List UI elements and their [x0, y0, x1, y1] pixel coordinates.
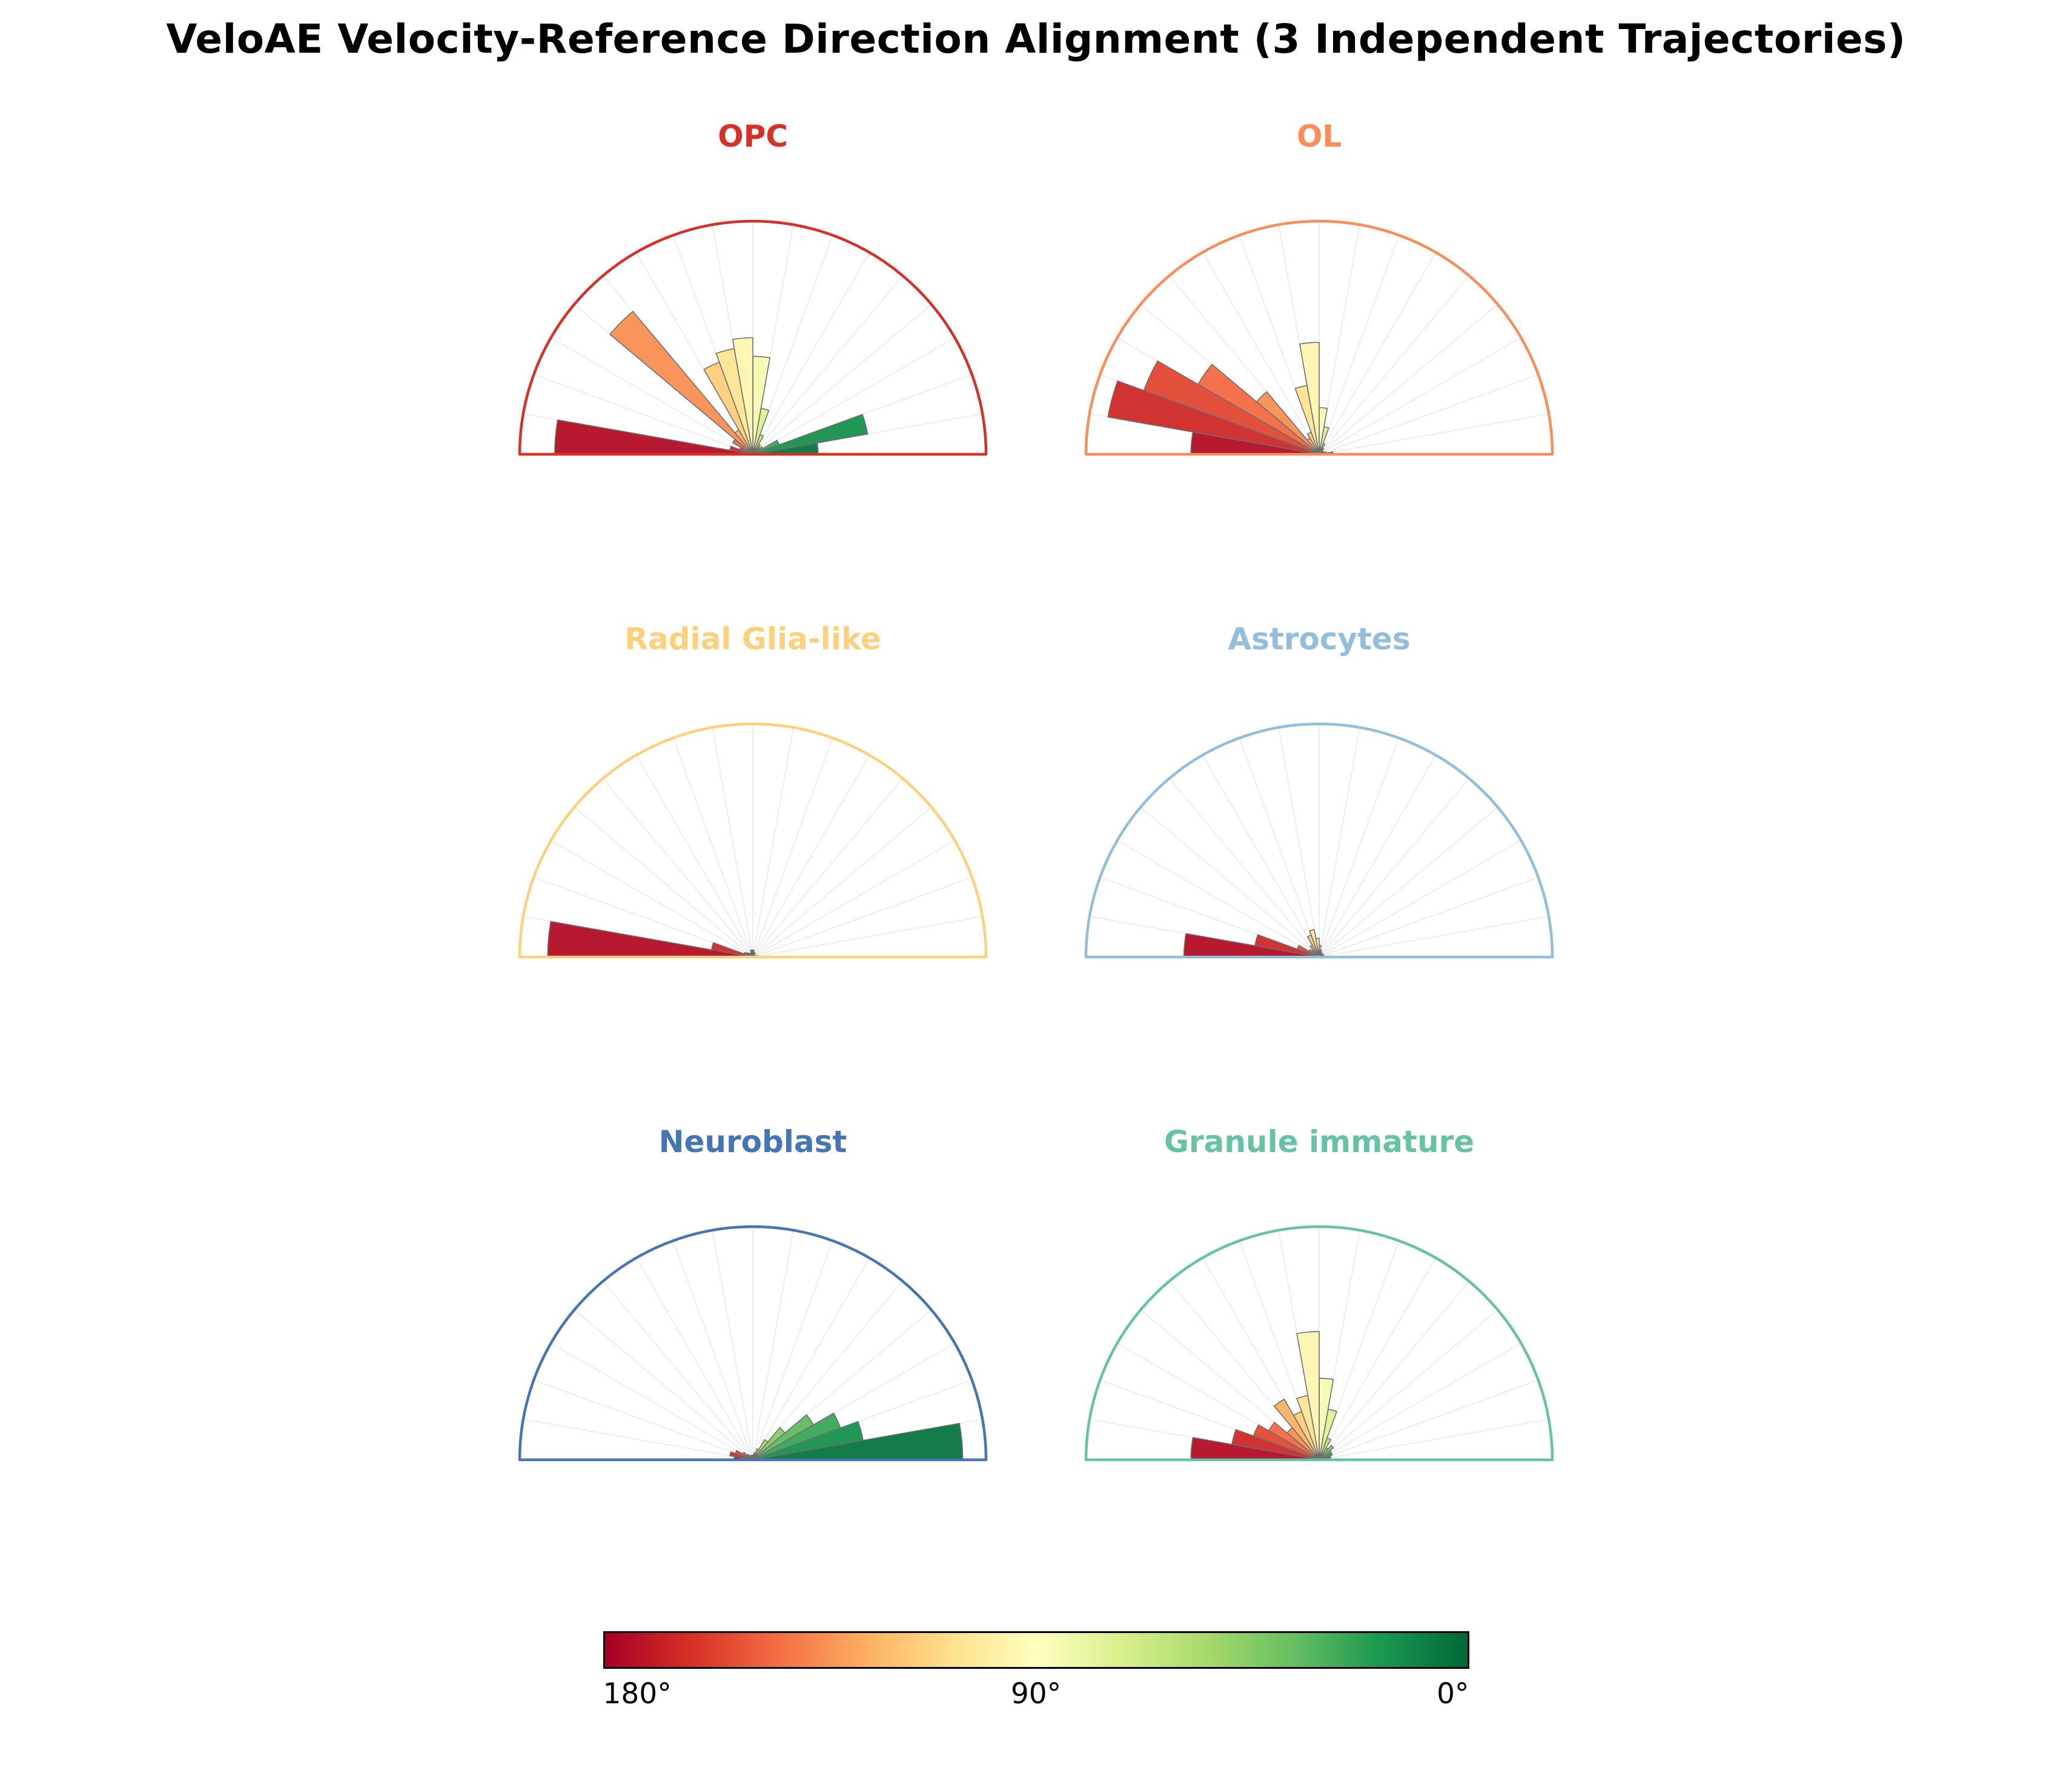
- histogram-bars: [729, 1412, 964, 1460]
- histogram-bar: [609, 310, 753, 455]
- colorbar-label-180: 180°: [603, 1677, 672, 1711]
- subplot-title: Granule immature: [1163, 1124, 1475, 1159]
- subplot-title: Radial Glia-like: [624, 621, 881, 657]
- histogram-bar: [732, 439, 753, 455]
- histogram-bar: [752, 1412, 841, 1460]
- subplot-title: OL: [1296, 119, 1342, 154]
- subplot-ol: OL: [1053, 120, 1586, 471]
- histogram-bar: [752, 414, 869, 455]
- histogram-bar: [1273, 1398, 1320, 1460]
- polar-gridlines: [1089, 221, 1549, 455]
- rose-chart: [518, 722, 988, 959]
- polar-axis-outline: [518, 219, 988, 456]
- histogram-bars: [547, 921, 758, 958]
- subplot-astrocytes: Astrocytes: [1053, 623, 1586, 974]
- polar-axis-outline: [1084, 722, 1554, 959]
- subplot-granule-immature: Granule immature: [1053, 1125, 1586, 1477]
- polar-axis-outline: [1084, 1225, 1554, 1462]
- subplot-opc: OPC: [486, 120, 1019, 471]
- polar-gridlines: [1089, 724, 1549, 958]
- colorbar-label-90: 90°: [1010, 1677, 1062, 1711]
- histogram-bars: [1107, 342, 1334, 455]
- histogram-bars: [1190, 1331, 1338, 1460]
- histogram-bar: [1107, 380, 1320, 455]
- rose-chart: [518, 1225, 988, 1462]
- polar-gridlines: [523, 1227, 983, 1460]
- figure-title: VeloAE Velocity-Reference Direction Alig…: [166, 16, 1906, 62]
- rose-chart: [1084, 219, 1554, 456]
- subplot-neuroblast: Neuroblast: [486, 1125, 1019, 1477]
- colorbar-gradient: [603, 1631, 1469, 1669]
- subplot-title: Astrocytes: [1228, 621, 1411, 657]
- subplot-title: OPC: [718, 119, 788, 154]
- subplot-radial-glia-like: Radial Glia-like: [486, 623, 1019, 974]
- colorbar: 180° 90° 0°: [603, 1631, 1469, 1723]
- rose-chart: [518, 219, 988, 456]
- polar-axis-outline: [518, 722, 988, 959]
- histogram-bar: [752, 1414, 815, 1460]
- polar-axis-outline: [1084, 219, 1554, 456]
- histogram-bar: [729, 1451, 753, 1460]
- histogram-bars: [1183, 929, 1325, 958]
- histogram-bar: [752, 1426, 786, 1460]
- colorbar-label-0: 0°: [1437, 1677, 1469, 1711]
- polar-axis-outline: [518, 1225, 988, 1462]
- histogram-bar: [703, 362, 753, 455]
- polar-gridlines: [523, 724, 983, 958]
- rose-chart: [1084, 722, 1554, 959]
- rose-chart: [1084, 1225, 1554, 1462]
- colorbar-labels: 180° 90° 0°: [603, 1677, 1469, 1723]
- histogram-bar: [752, 1439, 769, 1460]
- histogram-bars: [554, 310, 869, 455]
- subplot-title: Neuroblast: [658, 1124, 847, 1159]
- subplot-grid: OPC OL Radial Glia-like Astrocytes Neuroblas…: [0, 120, 2072, 1477]
